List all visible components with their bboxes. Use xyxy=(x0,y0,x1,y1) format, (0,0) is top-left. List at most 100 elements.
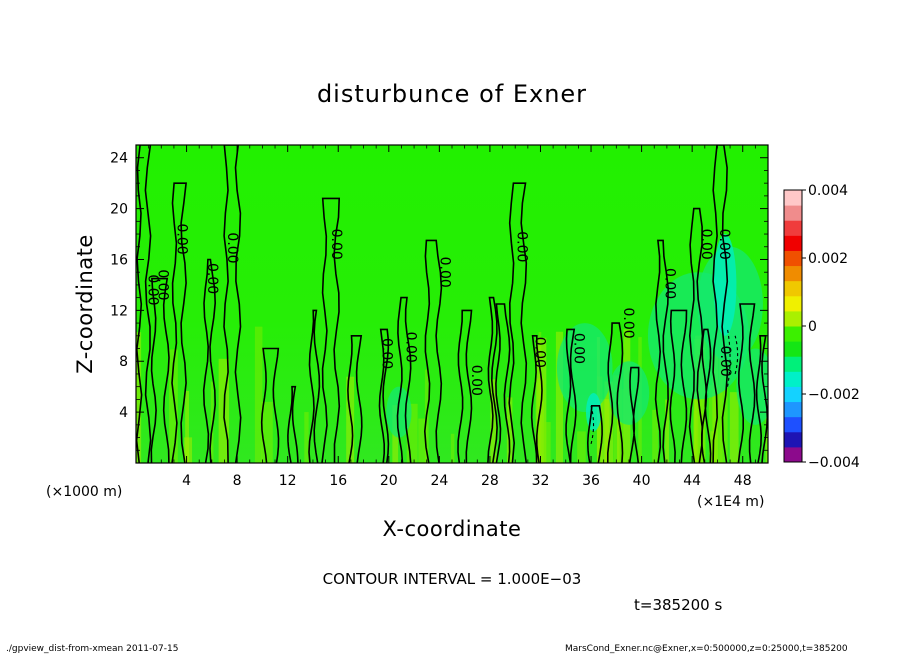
contour-line xyxy=(688,207,704,463)
field-streak-positive xyxy=(406,403,418,463)
x-tick-label: 32 xyxy=(532,473,550,489)
contour-line xyxy=(396,296,412,463)
footer-script-info: ./gpview_dist-from-xmean 2011-07-15 xyxy=(6,644,178,654)
field-streak-positive xyxy=(693,391,699,463)
contour-line xyxy=(287,385,299,463)
colorbar-tick-label: −0.002 xyxy=(808,387,860,403)
y-tick-label: 8 xyxy=(119,354,128,370)
colorbar: 0.004 0.002 0 −0.002 −0.004 xyxy=(783,183,860,471)
contour-label: 0.00 xyxy=(155,269,171,300)
colorbar-swatch xyxy=(784,280,802,297)
contour-label: 0.00 xyxy=(514,231,530,262)
x-tick-label: 20 xyxy=(380,473,398,489)
contour-line xyxy=(628,366,640,463)
field-streak-positive xyxy=(418,418,427,463)
colorbar-tick-label: 0.002 xyxy=(808,251,848,267)
colorbar-swatch xyxy=(784,310,802,327)
x-tick-label: 40 xyxy=(633,473,651,489)
x-tick-label: 8 xyxy=(233,473,242,489)
colorbar-swatch xyxy=(784,250,802,267)
contour-line xyxy=(136,145,152,463)
colorbar-swatch xyxy=(784,295,802,312)
colorbar-swatch xyxy=(784,446,802,463)
field-streak-positive xyxy=(169,349,178,463)
field-streak-positive xyxy=(652,409,659,463)
contour-label: 0.00 xyxy=(468,365,484,396)
colorbar-swatch xyxy=(784,265,802,282)
contour-line xyxy=(712,145,729,463)
field-streak-positive xyxy=(450,433,455,463)
field-streak-positive xyxy=(254,326,263,463)
field-streak-positive xyxy=(136,332,142,463)
colorbar-swatches xyxy=(784,190,802,463)
chart-title: disturbunce of Exner xyxy=(317,80,587,108)
field-patch-strong-negative xyxy=(713,234,737,336)
colorbar-swatch xyxy=(784,326,802,342)
contour-label: 0.00 xyxy=(571,333,587,364)
x-axis-label: X-coordinate xyxy=(383,517,522,541)
y-tick-label: 16 xyxy=(110,252,128,268)
contour-label: 0.00 xyxy=(204,263,220,294)
contour-line xyxy=(457,309,473,463)
contour-line xyxy=(737,303,756,463)
field-streak-positive xyxy=(696,373,703,463)
colorbar-swatch xyxy=(784,371,802,387)
colorbar-swatch xyxy=(784,356,802,372)
field-streak-positive xyxy=(490,379,497,463)
contour-line xyxy=(260,347,280,463)
contour-line xyxy=(347,335,363,463)
x-tick-label: 4 xyxy=(182,473,191,489)
contour-line xyxy=(202,258,217,463)
contour-lines xyxy=(136,145,768,463)
colorbar-swatch xyxy=(784,205,802,221)
contour-line xyxy=(530,335,543,463)
field-patch-negative xyxy=(386,386,412,438)
x-tick-label: 24 xyxy=(430,473,448,489)
colorbar-tick-label: 0 xyxy=(808,319,817,335)
contour-line xyxy=(565,328,577,463)
contour-label: 0.00 xyxy=(402,332,418,363)
field-streak-positive xyxy=(577,431,586,463)
field-streak-positive xyxy=(708,385,720,463)
colorbar-swatch xyxy=(784,401,802,418)
colorbar-swatch xyxy=(784,341,802,357)
contour-interval-note: CONTOUR INTERVAL = 1.000E−03 xyxy=(323,570,582,588)
contour-line xyxy=(495,303,511,463)
contour-line xyxy=(654,239,670,463)
contour-line xyxy=(487,296,498,463)
contour-line xyxy=(150,277,170,463)
contour-line-negative xyxy=(734,335,739,375)
contour-labels: 0.000.000.000.000.00 0.000.00 0.000.000.00… xyxy=(145,224,768,396)
x-tick-label: 48 xyxy=(734,473,752,489)
y-tick-label: 24 xyxy=(110,151,128,167)
field-streak-positive xyxy=(619,389,625,463)
contour-line xyxy=(508,182,528,463)
colorbar-swatch xyxy=(784,386,802,403)
contour-label: 0.00 xyxy=(145,274,161,305)
contour-label: 0.00 xyxy=(174,224,190,255)
x-unit-right: (×1E4 m) xyxy=(697,494,764,510)
contour-label: 0.00 xyxy=(620,308,636,339)
field-streak-positive xyxy=(555,331,563,463)
contour-line xyxy=(701,328,712,463)
footer-data-source: MarsCond_Exner.nc@Exner,x=0:500000,z=0:2… xyxy=(565,644,848,654)
contour-label: 0.00 xyxy=(698,229,714,260)
contour-line xyxy=(223,145,242,463)
x-tick-label: 44 xyxy=(683,473,701,489)
contour-label: 0.00 xyxy=(662,268,678,299)
field-streak-positive xyxy=(506,397,513,463)
y-tick-label: 4 xyxy=(119,405,128,421)
plot-area: 0.000.000.000.000.00 0.000.00 0.000.000.00… xyxy=(135,144,769,464)
colorbar-swatch xyxy=(784,431,802,448)
field-patch-negative xyxy=(736,348,768,425)
contour-line xyxy=(607,322,624,463)
colorbar-swatch xyxy=(784,220,802,236)
y-axis: 4 8 12 16 20 24 xyxy=(110,151,768,451)
contour-line xyxy=(321,197,341,463)
y-axis-label: Z-coordinate xyxy=(73,234,97,374)
x-tick-label: 16 xyxy=(329,473,347,489)
colorbar-labels: 0.004 0.002 0 −0.002 −0.004 xyxy=(802,183,860,471)
contour-line-negative xyxy=(590,405,595,445)
contour-label: 0.00 xyxy=(328,229,344,260)
